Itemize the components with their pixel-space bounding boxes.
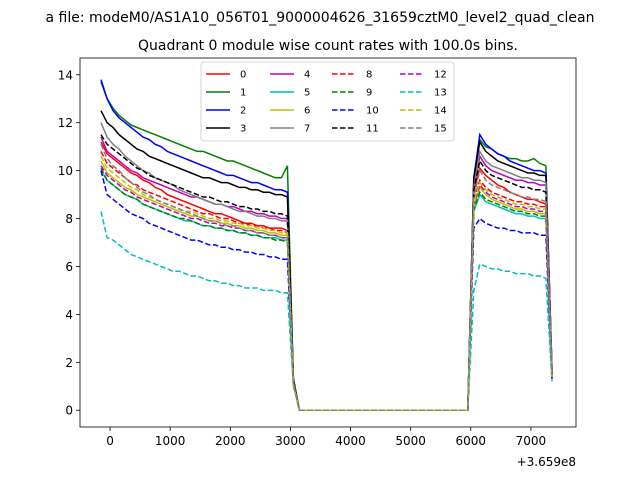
x-tick-label: 7000 bbox=[516, 434, 547, 448]
legend-label-8: 8 bbox=[366, 70, 372, 81]
legend-label-3: 3 bbox=[240, 124, 246, 135]
x-tick-label: 1000 bbox=[155, 434, 186, 448]
x-tick-label: 5000 bbox=[395, 434, 426, 448]
series-line-15 bbox=[100, 144, 553, 411]
chart-title: Quadrant 0 module wise count rates with … bbox=[138, 38, 518, 54]
plot-frame bbox=[79, 57, 577, 428]
x-tick-label: 3000 bbox=[275, 434, 306, 448]
legend-label-10: 10 bbox=[366, 106, 379, 117]
y-tick-label: 0 bbox=[65, 404, 73, 418]
series-line-13 bbox=[100, 211, 553, 411]
x-tick-label: 4000 bbox=[335, 434, 366, 448]
x-tick-label: 2000 bbox=[215, 434, 246, 448]
legend-label-2: 2 bbox=[240, 106, 246, 117]
legend-label-6: 6 bbox=[304, 106, 310, 117]
x-offset-label: +3.659e8 bbox=[517, 455, 576, 469]
figure-suptitle: a file: modeM0/AS1A10_056T01_9000004626_… bbox=[46, 10, 595, 26]
y-tick-label: 14 bbox=[58, 68, 73, 82]
x-tick-label: 6000 bbox=[456, 434, 487, 448]
y-tick-label: 2 bbox=[65, 356, 73, 370]
legend-label-9: 9 bbox=[366, 88, 372, 99]
legend-label-5: 5 bbox=[304, 88, 310, 99]
legend-label-1: 1 bbox=[240, 88, 246, 99]
y-tick-label: 10 bbox=[58, 164, 73, 178]
legend-box bbox=[200, 61, 455, 142]
series-line-11 bbox=[100, 134, 553, 411]
legend-label-4: 4 bbox=[304, 70, 310, 81]
legend-label-13: 13 bbox=[434, 88, 447, 99]
legend-label-7: 7 bbox=[304, 124, 310, 135]
y-tick-label: 4 bbox=[65, 308, 73, 322]
legend-label-12: 12 bbox=[434, 70, 447, 81]
y-tick-label: 12 bbox=[58, 116, 73, 130]
x-tick-label: 0 bbox=[106, 434, 114, 448]
y-tick-label: 8 bbox=[65, 212, 73, 226]
legend-label-14: 14 bbox=[434, 106, 447, 117]
y-tick-label: 6 bbox=[65, 260, 73, 274]
series-layer bbox=[100, 79, 553, 411]
legend-label-0: 0 bbox=[240, 70, 246, 81]
legend-label-15: 15 bbox=[434, 124, 447, 135]
legend-label-11: 11 bbox=[366, 124, 379, 135]
